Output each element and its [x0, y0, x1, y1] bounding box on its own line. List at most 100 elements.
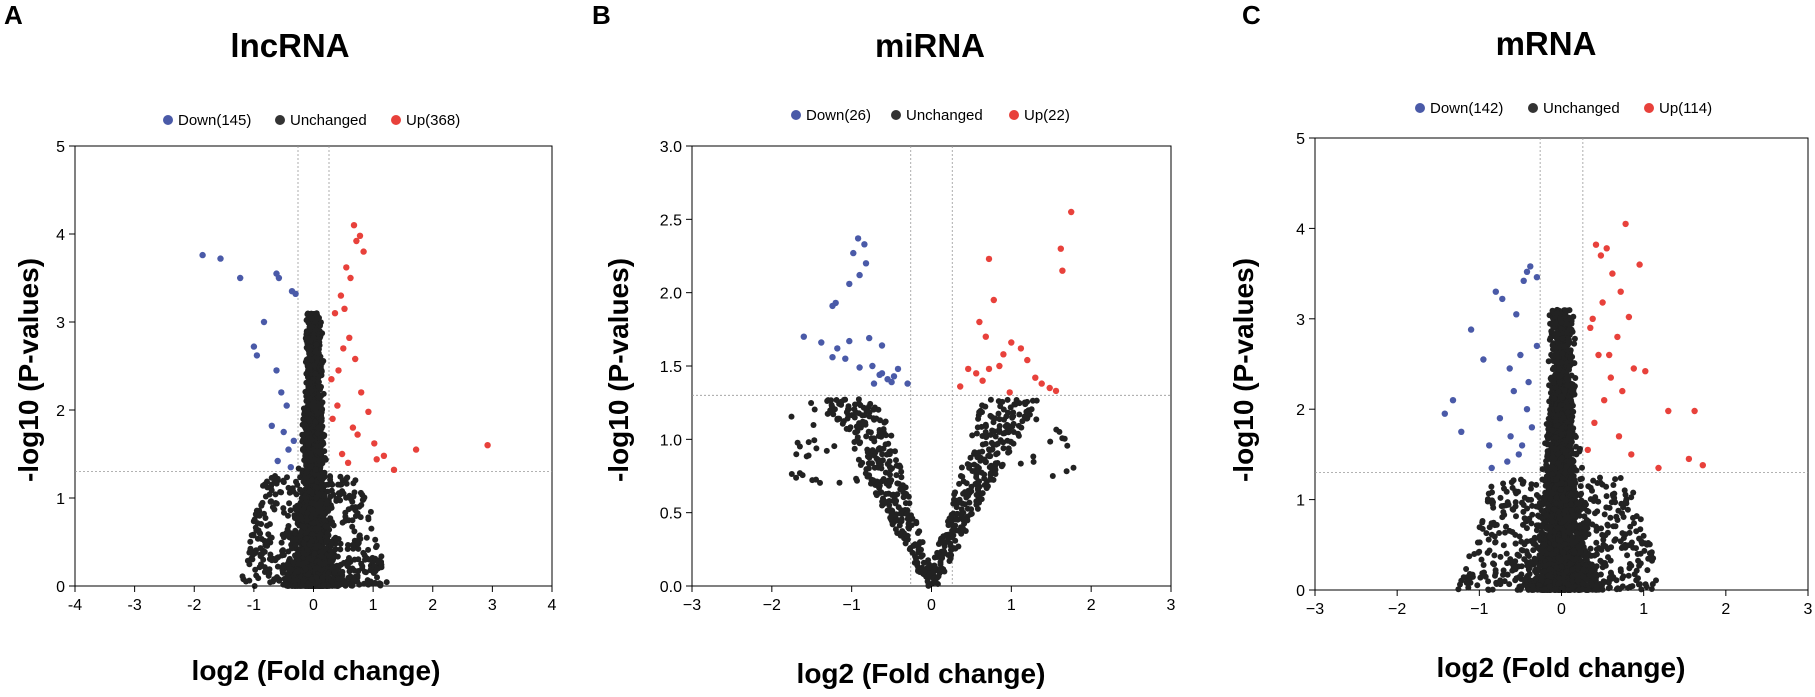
data-point-up: [965, 365, 972, 373]
data-point-unchanged: [990, 419, 997, 426]
data-point-unchanged: [321, 560, 328, 567]
data-point-unchanged: [337, 497, 344, 504]
data-point-unchanged: [328, 487, 335, 494]
data-point-unchanged: [794, 439, 801, 446]
x-tick-label: −1: [843, 597, 861, 614]
data-point-unchanged: [892, 526, 899, 533]
data-point-up: [1006, 389, 1013, 396]
data-point-up: [973, 370, 980, 377]
legend-marker: [1009, 110, 1019, 120]
data-point-unchanged: [810, 422, 817, 428]
data-point-down: [861, 241, 868, 248]
legend-marker: [163, 115, 173, 125]
data-point-unchanged: [337, 540, 344, 547]
data-point-unchanged: [986, 464, 993, 471]
data-point-down: [862, 260, 870, 267]
data-point-unchanged: [1004, 396, 1011, 403]
data-point-unchanged: [257, 553, 264, 560]
data-point-unchanged: [976, 409, 983, 416]
data-point-unchanged: [293, 506, 300, 513]
data-point-unchanged: [301, 524, 308, 531]
data-point-unchanged: [372, 536, 379, 543]
data-point-unchanged: [280, 505, 287, 512]
data-point-unchanged: [1056, 428, 1063, 435]
data-point-unchanged: [906, 500, 913, 507]
legend-label: Down(145): [178, 112, 251, 129]
data-point-up: [1000, 351, 1007, 358]
data-point-up: [990, 296, 997, 304]
data-point-unchanged: [867, 429, 874, 436]
data-point-unchanged: [857, 439, 864, 446]
data-point-unchanged: [876, 482, 883, 489]
data-point-unchanged: [987, 396, 994, 403]
data-point-unchanged: [290, 559, 297, 566]
data-point-unchanged: [254, 535, 261, 542]
data-point-unchanged: [851, 414, 858, 421]
data-point-unchanged: [285, 484, 292, 491]
data-point-unchanged: [268, 498, 275, 505]
data-point-unchanged: [314, 448, 321, 455]
data-point-unchanged: [253, 507, 260, 514]
data-point-up: [350, 222, 358, 229]
data-point-down: [870, 380, 878, 387]
data-point-unchanged: [887, 514, 894, 521]
data-point-unchanged: [330, 553, 337, 560]
data-point-unchanged: [897, 532, 904, 539]
data-point-unchanged: [823, 447, 830, 454]
data-point-unchanged: [878, 433, 885, 440]
data-point-unchanged: [354, 578, 361, 585]
data-point-up: [353, 237, 360, 245]
data-point-unchanged: [903, 491, 910, 498]
data-point-unchanged: [949, 527, 956, 534]
data-point-unchanged: [350, 493, 357, 500]
y-tick-label: 4: [56, 227, 65, 244]
data-point-unchanged: [327, 515, 334, 522]
data-point-unchanged: [888, 432, 895, 439]
data-point-unchanged: [351, 528, 358, 535]
data-point-unchanged: [300, 405, 307, 412]
data-point-down: [283, 402, 290, 409]
data-point-unchanged: [299, 507, 306, 514]
data-point-unchanged: [311, 550, 318, 557]
data-point-unchanged: [880, 476, 887, 482]
data-point-unchanged: [892, 448, 898, 455]
data-point-unchanged: [289, 537, 296, 544]
y-tick-label: 0.5: [660, 506, 682, 523]
data-point-unchanged: [281, 509, 287, 516]
data-point-down: [199, 251, 206, 259]
data-point-unchanged: [987, 471, 994, 478]
x-tick-label: 4: [548, 597, 557, 614]
data-point-unchanged: [945, 531, 952, 538]
data-point-unchanged: [946, 515, 953, 522]
data-point-unchanged: [855, 396, 862, 403]
data-point-unchanged: [313, 341, 320, 348]
data-point-unchanged: [877, 417, 883, 424]
data-point-unchanged: [323, 538, 330, 545]
data-point-down: [856, 364, 863, 371]
data-point-unchanged: [845, 411, 852, 418]
data-point-unchanged: [339, 576, 346, 582]
down-series: [199, 251, 299, 471]
y-tick-label: 2.0: [660, 286, 682, 303]
data-point-up: [346, 334, 353, 341]
data-point-unchanged: [887, 466, 894, 473]
legend-label: Up(114): [1659, 100, 1712, 117]
data-point-up: [365, 408, 372, 415]
y-tick-label: 0: [56, 579, 65, 596]
y-axis-label: -log10 (P-values): [13, 258, 44, 482]
data-point-unchanged: [995, 410, 1002, 417]
data-point-unchanged: [326, 506, 332, 513]
data-point-unchanged: [916, 569, 923, 575]
data-point-unchanged: [803, 453, 810, 460]
data-point-unchanged: [898, 474, 905, 481]
data-point-unchanged: [982, 403, 989, 410]
data-point-unchanged: [251, 583, 258, 589]
data-point-up: [979, 377, 986, 384]
chart-title: miRNA: [875, 27, 985, 64]
data-point-unchanged: [873, 492, 880, 499]
data-point-unchanged: [247, 546, 254, 553]
data-point-unchanged: [1512, 499, 1519, 506]
legend-label: Up(22): [1024, 107, 1070, 124]
data-point-unchanged: [913, 520, 920, 527]
data-point-unchanged: [278, 539, 285, 546]
